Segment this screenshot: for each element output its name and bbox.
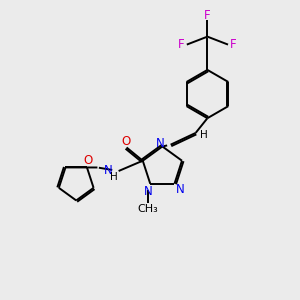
Text: F: F [204, 9, 211, 22]
Text: F: F [230, 38, 237, 51]
Text: N: N [155, 137, 164, 150]
Text: F: F [178, 38, 185, 51]
Text: N: N [143, 185, 152, 199]
Text: CH₃: CH₃ [137, 204, 158, 214]
Text: O: O [122, 135, 130, 148]
Text: H: H [110, 172, 118, 182]
Text: H: H [200, 130, 208, 140]
Text: N: N [176, 183, 184, 196]
Text: O: O [84, 154, 93, 167]
Text: N: N [103, 164, 112, 177]
